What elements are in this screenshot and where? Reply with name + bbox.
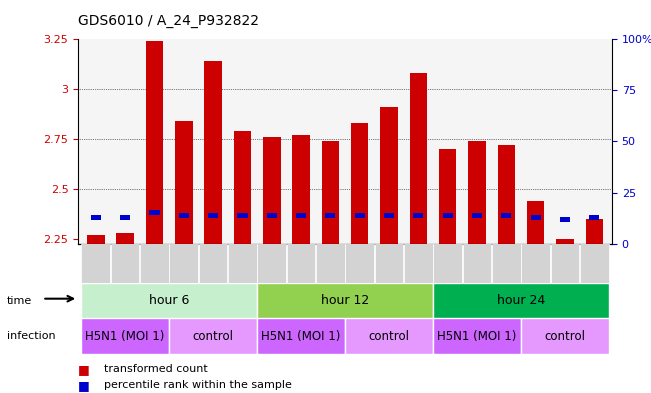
FancyBboxPatch shape <box>492 244 521 283</box>
Bar <box>178 213 189 218</box>
Bar <box>497 145 515 244</box>
Bar <box>556 239 574 244</box>
Text: hour 12: hour 12 <box>321 294 369 307</box>
Bar <box>266 213 277 218</box>
FancyBboxPatch shape <box>169 318 257 354</box>
Bar <box>237 213 247 218</box>
Text: percentile rank within the sample: percentile rank within the sample <box>104 380 292 390</box>
Bar <box>531 215 541 220</box>
Text: transformed count: transformed count <box>104 364 208 375</box>
FancyBboxPatch shape <box>434 244 462 283</box>
Bar <box>90 215 101 220</box>
FancyBboxPatch shape <box>316 244 345 283</box>
Bar <box>384 213 394 218</box>
Text: hour 6: hour 6 <box>149 294 189 307</box>
Bar <box>527 201 544 244</box>
FancyBboxPatch shape <box>345 318 433 354</box>
Bar <box>87 235 105 244</box>
FancyBboxPatch shape <box>228 244 256 283</box>
Text: hour 24: hour 24 <box>497 294 545 307</box>
Text: H5N1 (MOI 1): H5N1 (MOI 1) <box>261 329 340 343</box>
Text: time: time <box>7 296 32 306</box>
Bar <box>204 61 222 244</box>
Text: infection: infection <box>7 331 55 341</box>
FancyBboxPatch shape <box>286 244 315 283</box>
Bar <box>296 213 306 218</box>
FancyBboxPatch shape <box>580 244 609 283</box>
Text: ■: ■ <box>78 363 90 376</box>
Bar <box>326 213 335 218</box>
Bar <box>322 141 339 244</box>
Bar <box>146 41 163 244</box>
FancyBboxPatch shape <box>81 318 169 354</box>
Bar <box>413 213 424 218</box>
Bar <box>351 123 368 244</box>
FancyBboxPatch shape <box>81 283 257 318</box>
Bar <box>409 73 427 244</box>
Text: GDS6010 / A_24_P932822: GDS6010 / A_24_P932822 <box>78 13 259 28</box>
Bar <box>589 215 600 220</box>
Bar <box>292 135 310 244</box>
FancyBboxPatch shape <box>111 244 139 283</box>
Bar <box>443 213 453 218</box>
Bar <box>234 131 251 244</box>
FancyBboxPatch shape <box>257 318 345 354</box>
Bar <box>120 215 130 220</box>
Bar <box>472 213 482 218</box>
Bar <box>117 233 134 244</box>
Bar <box>560 217 570 222</box>
Bar <box>263 137 281 244</box>
FancyBboxPatch shape <box>433 283 609 318</box>
Text: control: control <box>368 329 409 343</box>
Text: H5N1 (MOI 1): H5N1 (MOI 1) <box>437 329 517 343</box>
Bar <box>175 121 193 244</box>
FancyBboxPatch shape <box>463 244 492 283</box>
FancyBboxPatch shape <box>169 244 198 283</box>
Text: control: control <box>193 329 234 343</box>
FancyBboxPatch shape <box>140 244 169 283</box>
Bar <box>585 219 603 244</box>
FancyBboxPatch shape <box>551 244 579 283</box>
FancyBboxPatch shape <box>521 318 609 354</box>
Bar <box>149 210 159 215</box>
Bar <box>501 213 512 218</box>
FancyBboxPatch shape <box>433 318 521 354</box>
Text: control: control <box>544 329 585 343</box>
Bar <box>355 213 365 218</box>
Text: ■: ■ <box>78 378 90 392</box>
Text: H5N1 (MOI 1): H5N1 (MOI 1) <box>85 329 165 343</box>
FancyBboxPatch shape <box>375 244 404 283</box>
FancyBboxPatch shape <box>345 244 374 283</box>
FancyBboxPatch shape <box>81 244 110 283</box>
FancyBboxPatch shape <box>257 244 286 283</box>
Bar <box>468 141 486 244</box>
FancyBboxPatch shape <box>199 244 227 283</box>
FancyBboxPatch shape <box>257 283 433 318</box>
Bar <box>380 107 398 244</box>
Bar <box>208 213 218 218</box>
Bar <box>439 149 456 244</box>
FancyBboxPatch shape <box>404 244 433 283</box>
FancyBboxPatch shape <box>521 244 550 283</box>
